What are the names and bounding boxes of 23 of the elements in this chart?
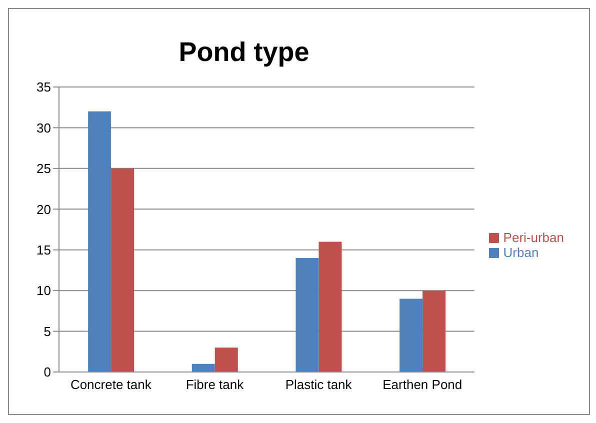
x-tick-label: Earthen Pond [382,377,462,392]
bar [296,258,319,372]
legend-label: Urban [503,244,539,260]
legend-label: Peri-urban [503,230,564,244]
bar [214,348,238,372]
bar [422,290,446,372]
x-tick-label: Fibre tank [186,377,244,392]
y-tick-label: 15 [36,242,51,258]
bar [400,298,423,372]
x-tick-label: Plastic tank [285,377,352,392]
bar [318,242,342,372]
y-tick-label: 5 [44,324,51,339]
y-tick-label: 20 [36,202,51,217]
y-tick-label: 30 [36,120,51,136]
y-tick-label: 25 [36,161,51,176]
y-tick-label: 10 [36,283,51,298]
chart-title: Pond type [178,37,310,69]
y-tick-label: 35 [36,80,51,95]
y-tick-label: 0 [44,364,51,380]
bar [192,364,215,372]
bar [111,168,134,372]
x-tick-label: Concrete tank [70,377,152,392]
bar [88,111,112,372]
